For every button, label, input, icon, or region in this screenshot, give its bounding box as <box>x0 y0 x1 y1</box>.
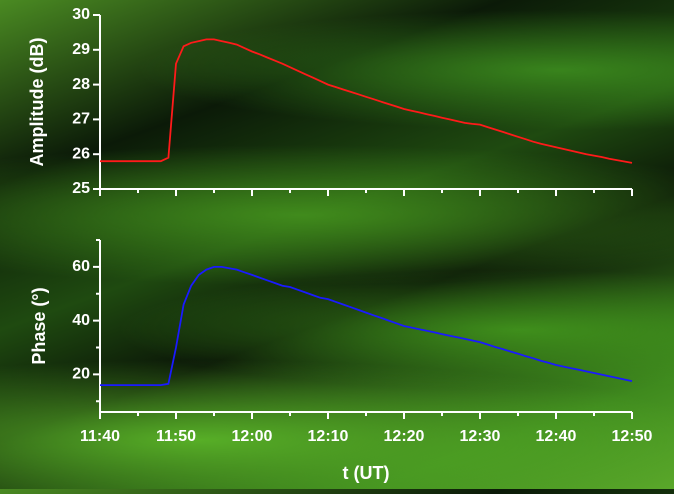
y-tick-label: 60 <box>72 258 90 275</box>
x-tick-label: 12:30 <box>460 428 501 445</box>
data-line <box>100 38 633 164</box>
x-axis-label: t (UT) <box>343 463 390 483</box>
x-tick-label: 12:10 <box>308 428 349 445</box>
y-tick-label: 30 <box>72 6 90 23</box>
y-tick-label: 27 <box>72 111 90 128</box>
x-tick-label: 12:00 <box>232 428 273 445</box>
y-tick-label: 40 <box>72 312 90 329</box>
y-tick-label: 25 <box>72 180 90 197</box>
x-tick-label: 11:40 <box>80 428 120 445</box>
y-tick-label: 20 <box>72 366 90 383</box>
y-tick-label: 28 <box>72 76 90 93</box>
x-tick-label: 12:50 <box>612 428 653 445</box>
x-tick-label: 11:50 <box>156 428 196 445</box>
y-axis-label: Amplitude (dB) <box>27 38 47 167</box>
y-tick-label: 26 <box>72 145 90 162</box>
y-axis-label: Phase (°) <box>29 287 49 364</box>
x-tick-label: 12:20 <box>384 428 425 445</box>
y-tick-label: 29 <box>72 41 90 58</box>
data-line <box>100 266 633 386</box>
x-tick-label: 12:40 <box>536 428 577 445</box>
